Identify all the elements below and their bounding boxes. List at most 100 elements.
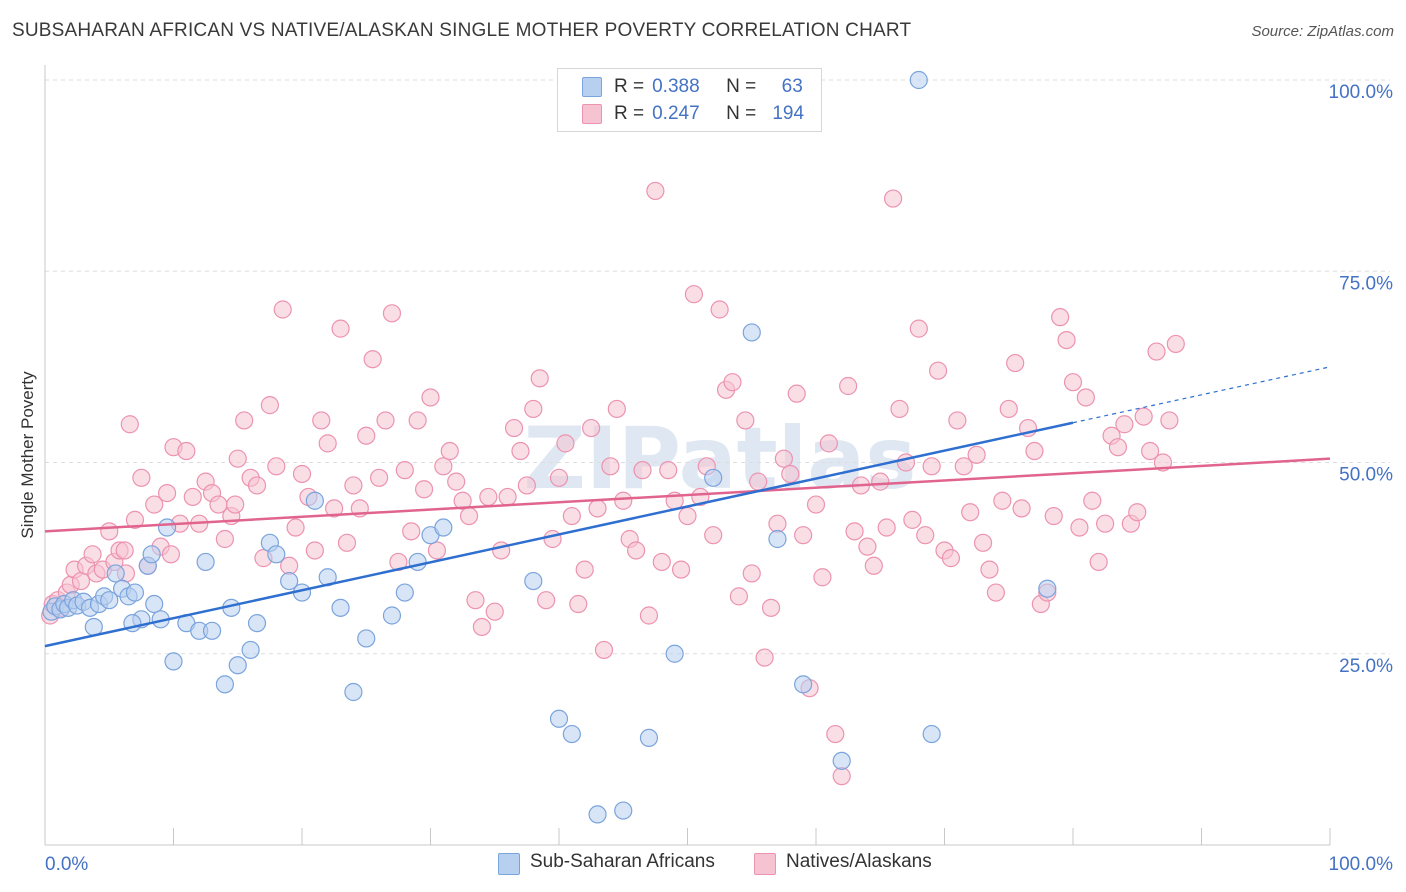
pink-point	[228, 449, 247, 468]
pink-point	[928, 361, 948, 380]
pink-point	[659, 461, 678, 480]
pink-point	[839, 376, 858, 396]
pink-point	[819, 434, 838, 453]
pink-point	[986, 583, 1006, 602]
pink-point	[736, 411, 755, 430]
y-tick-label: 50.0%	[1339, 465, 1393, 486]
pink-point	[421, 388, 440, 407]
pink-point	[999, 399, 1018, 419]
pink-point	[877, 518, 896, 537]
pink-point	[1134, 407, 1153, 426]
pink-point	[883, 189, 903, 208]
blue-point	[562, 724, 581, 744]
blue-point	[909, 70, 928, 90]
pink-point	[710, 300, 729, 319]
pink-point	[569, 594, 588, 614]
pink-point	[453, 491, 472, 510]
pink-point	[993, 491, 1012, 510]
legend-n-value: 63	[781, 76, 803, 97]
blue-point	[241, 640, 260, 660]
pink-point	[511, 441, 530, 461]
pink-point	[646, 181, 665, 201]
pink-point	[1057, 331, 1076, 350]
pink-point	[723, 373, 742, 392]
pink-point	[161, 545, 181, 564]
pink-point	[440, 441, 459, 461]
blue-point	[106, 564, 125, 583]
legend-swatch-pink	[582, 104, 602, 124]
pink-point	[1006, 353, 1025, 373]
pink-point	[273, 300, 292, 319]
blue-point	[344, 682, 363, 702]
pink-point	[652, 552, 671, 572]
pink-point	[806, 495, 826, 514]
pink-point	[922, 457, 941, 476]
pink-point	[1083, 491, 1102, 510]
pink-point	[826, 724, 845, 744]
blue-point	[164, 652, 183, 671]
pink-point	[575, 560, 594, 579]
pink-point	[1160, 411, 1179, 430]
blue-point	[125, 583, 145, 602]
pink-point	[427, 541, 447, 560]
pink-point	[395, 461, 414, 480]
pink-point	[376, 411, 395, 430]
pink-point	[871, 472, 890, 491]
bottom-legend-label-pink: Natives/Alaskans	[786, 851, 932, 872]
pink-point	[678, 506, 697, 526]
pink-point	[177, 441, 196, 461]
blue-point	[357, 629, 376, 648]
blue-point	[704, 468, 723, 487]
pink-point	[729, 587, 749, 606]
pink-point	[530, 369, 549, 388]
pink-point	[980, 560, 999, 579]
pink-point	[459, 506, 479, 526]
pink-point	[626, 541, 646, 560]
pink-point	[916, 526, 935, 545]
pink-point	[858, 537, 877, 556]
pink-point	[1044, 506, 1063, 526]
blue-point	[832, 751, 851, 770]
pink-point	[125, 510, 145, 529]
blue-point	[524, 571, 543, 591]
pink-point	[556, 434, 575, 453]
pink-point	[215, 529, 234, 549]
source-label: Source: ZipAtlas.com	[1251, 23, 1394, 40]
legend-swatch-blue	[582, 77, 602, 97]
pink-point	[71, 571, 91, 591]
pink-point	[1166, 334, 1185, 354]
pink-point	[145, 495, 164, 514]
pink-point	[588, 499, 607, 518]
pink-point	[157, 484, 177, 503]
blue-point	[142, 545, 161, 564]
pink-point	[1128, 503, 1147, 522]
pink-point	[832, 767, 851, 786]
pink-point	[498, 487, 517, 507]
pink-point	[183, 487, 202, 507]
pink-point	[331, 319, 350, 338]
pink-point	[961, 503, 980, 522]
blue-point	[408, 552, 427, 572]
blue-point	[588, 805, 607, 824]
y-tick-label: 100.0%	[1329, 82, 1394, 103]
blue-point	[665, 644, 684, 663]
pink-point	[787, 384, 806, 403]
pink-point	[357, 426, 376, 445]
pink-point	[562, 506, 581, 526]
chart-title: SUBSAHARAN AFRICAN VS NATIVE/ALASKAN SIN…	[12, 20, 912, 41]
pink-point	[813, 568, 832, 587]
pink-point	[890, 399, 909, 419]
legend-r-label: R =	[614, 103, 645, 124]
pink-point	[954, 457, 973, 476]
pink-point	[363, 350, 382, 369]
pink-point	[434, 457, 453, 476]
pink-point	[318, 434, 337, 453]
x-tick-label: 0.0%	[45, 854, 88, 875]
pink-point	[447, 472, 466, 491]
blue-point	[742, 323, 761, 342]
pink-point	[774, 449, 793, 468]
legend-row-blue: R = 0.388 N = 63	[582, 75, 812, 99]
pink-point	[414, 480, 434, 499]
pink-point	[742, 564, 761, 583]
